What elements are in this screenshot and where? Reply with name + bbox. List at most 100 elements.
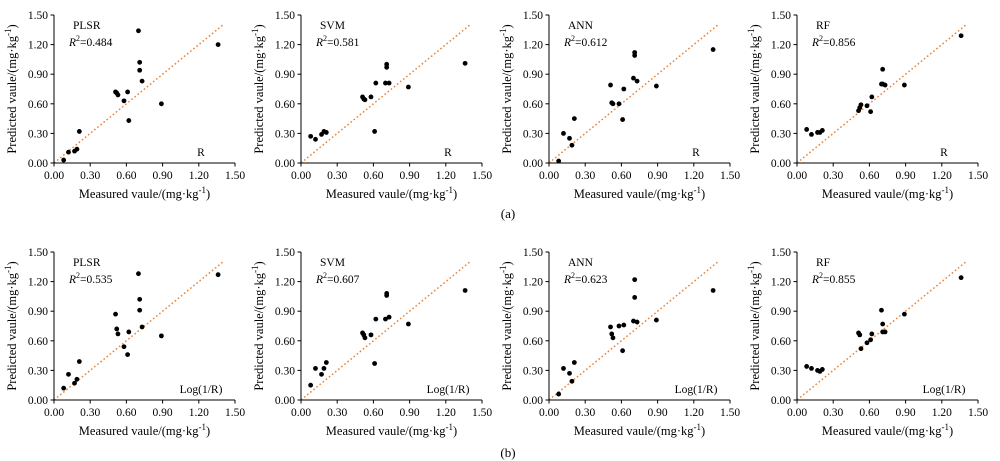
- x-axis-label-text: Measured vaule/(mg·kg: [574, 424, 695, 438]
- x-tick-label: 0.30: [823, 407, 843, 419]
- data-point: [868, 337, 874, 343]
- spectrum-label: R: [940, 147, 948, 159]
- r-squared-value: =0.581: [327, 37, 360, 49]
- y-tick-label: 1.20: [28, 40, 48, 52]
- data-point: [74, 146, 80, 152]
- data-point: [368, 94, 374, 100]
- y-tick-label: 0.60: [771, 99, 791, 111]
- y-axis-label-close: ): [748, 261, 762, 265]
- r-squared-value: =0.623: [575, 274, 608, 286]
- y-axis-label-close: ): [5, 261, 19, 265]
- model-name: RF: [816, 257, 830, 269]
- r-squared-value: =0.535: [80, 274, 113, 286]
- x-tick-label: 1.50: [968, 170, 988, 182]
- data-point: [61, 385, 67, 391]
- spectrum-label: Log(1/R): [180, 384, 223, 396]
- x-tick-label: 1.20: [436, 170, 456, 182]
- y-tick-label: 0.90: [275, 306, 295, 318]
- data-point: [405, 321, 411, 327]
- model-name: PLSR: [73, 257, 101, 269]
- x-tick-label: 0.30: [327, 407, 347, 419]
- y-tick-label: 0.30: [275, 128, 295, 140]
- x-tick-label: 0.60: [116, 407, 136, 419]
- data-point: [323, 130, 329, 135]
- y-tick-label: 0.30: [771, 365, 791, 377]
- data-point: [115, 92, 121, 98]
- x-tick-label: 0.90: [896, 170, 916, 182]
- r-squared-exponent: 2: [323, 271, 327, 280]
- data-point: [608, 82, 613, 88]
- r-squared: R2=0.581: [315, 34, 360, 49]
- y-tick-label: 0.00: [28, 395, 48, 407]
- data-point: [362, 97, 368, 103]
- data-point: [631, 75, 636, 81]
- x-tick-label: 1.50: [225, 170, 245, 182]
- y-axis-label-close: ): [5, 24, 19, 28]
- data-point: [462, 60, 468, 66]
- y-tick-label: 0.60: [275, 336, 295, 348]
- x-axis-label-close: ): [701, 424, 705, 438]
- x-axis-label: Measured vaule/(mg·kg-1): [326, 185, 457, 201]
- r-squared-value: =0.607: [327, 274, 360, 286]
- y-axis-label-superscript: -1: [3, 29, 13, 37]
- data-point: [819, 367, 825, 372]
- model-name: SVM: [320, 257, 345, 269]
- data-point: [958, 33, 964, 39]
- r-squared: R2=0.484: [68, 34, 113, 49]
- y-axis-label-superscript: -1: [250, 29, 260, 37]
- data-point: [158, 101, 164, 107]
- data-point: [868, 109, 874, 115]
- data-point: [567, 135, 572, 141]
- x-tick-label: 0.00: [787, 170, 807, 182]
- x-tick-label: 0.60: [859, 170, 879, 182]
- x-tick-label: 1.50: [472, 407, 492, 419]
- y-tick-label: 0.00: [275, 395, 295, 407]
- r-squared-exponent: 2: [819, 34, 823, 43]
- data-point: [319, 371, 324, 377]
- data-point: [632, 294, 638, 300]
- data-point: [384, 64, 390, 70]
- x-tick-label: 0.30: [80, 170, 100, 182]
- data-point: [653, 317, 659, 323]
- y-tick-label: 0.30: [523, 128, 543, 140]
- data-point: [804, 127, 810, 132]
- spectrum-label: R: [197, 147, 205, 159]
- x-tick-label: 1.50: [968, 407, 988, 419]
- data-point: [139, 324, 145, 330]
- y-tick-label: 1.50: [275, 10, 295, 22]
- r-squared-symbol: R: [563, 37, 571, 49]
- y-tick-label: 1.20: [523, 40, 543, 52]
- y-tick-label: 1.50: [523, 247, 543, 259]
- y-axis-label-close: ): [748, 24, 762, 28]
- data-point: [137, 307, 143, 313]
- y-axis-label: Predicted vaule/(mg·kg-1): [746, 24, 762, 153]
- data-point: [556, 391, 562, 397]
- y-tick-label: 0.00: [771, 158, 791, 170]
- x-tick-label: 1.20: [189, 170, 209, 182]
- data-point: [653, 83, 659, 89]
- data-point: [126, 329, 132, 335]
- x-tick-label: 0.60: [116, 170, 136, 182]
- x-axis-label: Measured vaule/(mg·kg-1): [79, 422, 210, 438]
- y-tick-label: 1.50: [28, 247, 48, 259]
- x-axis-label-close: ): [949, 187, 953, 201]
- data-point: [571, 116, 577, 121]
- x-tick-label: 0.00: [539, 407, 559, 419]
- data-point: [804, 364, 810, 369]
- data-point: [620, 348, 626, 354]
- x-tick-label: 0.30: [575, 407, 595, 419]
- data-point: [857, 332, 863, 338]
- r-squared-value: =0.855: [823, 274, 856, 286]
- y-axis-label-text: Predicted vaule/(mg·kg: [252, 35, 266, 153]
- spectrum-label: R: [692, 147, 700, 159]
- data-point: [384, 293, 390, 298]
- x-axis-label: Measured vaule/(mg·kg-1): [822, 185, 953, 201]
- data-point: [74, 376, 80, 382]
- data-point: [880, 321, 886, 327]
- r-squared-symbol: R: [811, 274, 819, 286]
- x-tick-label: 0.90: [153, 407, 173, 419]
- r-squared: R2=0.535: [68, 271, 113, 286]
- x-tick-label: 0.00: [44, 407, 64, 419]
- x-axis-label: Measured vaule/(mg·kg-1): [574, 185, 705, 201]
- y-axis-label: Predicted vaule/(mg·kg-1): [250, 261, 266, 390]
